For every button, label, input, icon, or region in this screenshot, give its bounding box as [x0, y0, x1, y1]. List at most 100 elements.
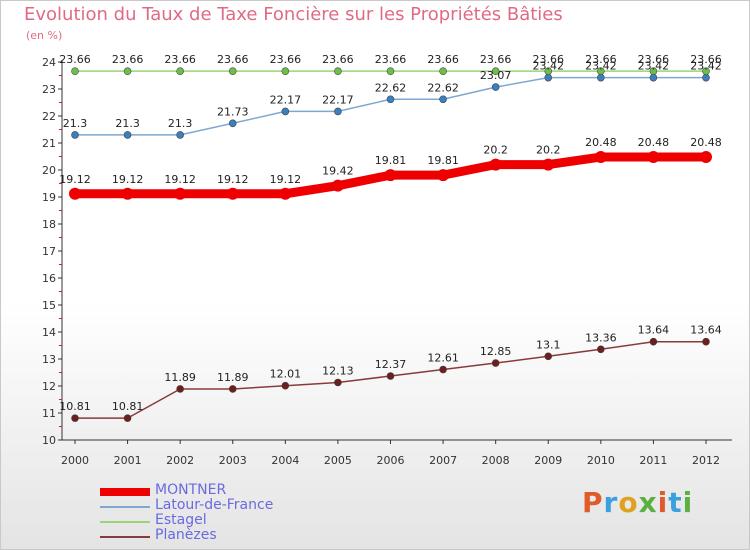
data-label-latour-de-france: 22.62: [427, 81, 459, 94]
data-label-montner: 19.81: [375, 154, 407, 167]
data-point-planezes: [439, 365, 447, 374]
data-label-estagel: 23.66: [690, 53, 722, 66]
logo-letter: t: [668, 486, 683, 519]
data-label-estagel: 23.66: [59, 53, 91, 66]
logo-letter: o: [618, 486, 639, 519]
data-point-latour-de-france: [386, 95, 395, 104]
x-tick-label: 2004: [271, 454, 299, 467]
unit-label: (en %): [26, 29, 63, 42]
y-tick-label: 16: [42, 272, 56, 285]
data-label-montner: 20.2: [536, 144, 561, 157]
x-tick-label: 2011: [639, 454, 667, 467]
data-point-estagel: [439, 67, 447, 75]
data-point-estagel: [386, 67, 395, 75]
data-label-montner: 20.48: [585, 136, 617, 149]
data-label-estagel: 23.66: [270, 53, 302, 66]
data-label-montner: 19.12: [59, 173, 91, 186]
data-label-planezes: 12.01: [270, 368, 302, 381]
y-tick-label: 11: [42, 407, 56, 420]
data-label-montner: 19.12: [270, 173, 302, 186]
data-label-estagel: 23.66: [533, 53, 565, 66]
data-label-planezes: 12.37: [375, 358, 407, 371]
legend-label: Estagel: [155, 512, 207, 528]
data-point-montner: [489, 158, 502, 171]
data-label-estagel: 23.66: [112, 53, 144, 66]
data-point-latour-de-france: [649, 73, 658, 82]
data-point-montner: [594, 151, 607, 164]
data-label-latour-de-france: 21.3: [115, 117, 140, 130]
logo-letter: x: [638, 486, 658, 519]
data-point-estagel: [281, 67, 290, 75]
x-tick-label: 2003: [219, 454, 247, 467]
series-group: [69, 67, 712, 422]
legend-swatch: [100, 521, 150, 523]
data-point-planezes: [281, 381, 290, 390]
data-point-latour-de-france: [176, 131, 184, 139]
legend-label: Latour-de-France: [155, 497, 274, 513]
data-label-planezes: 13.64: [690, 324, 722, 337]
legend-swatch: [100, 536, 150, 538]
data-label-latour-de-france: 22.62: [375, 81, 407, 94]
data-label-latour-de-france: 21.3: [168, 117, 193, 130]
data-label-latour-de-france: 22.17: [270, 93, 302, 106]
data-point-latour-de-france: [334, 107, 342, 116]
data-point-estagel: [71, 67, 79, 75]
data-point-planezes: [544, 352, 553, 361]
data-label-planezes: 13.64: [638, 324, 670, 337]
logo-letter: i: [682, 486, 694, 519]
data-point-planezes: [71, 414, 79, 422]
data-point-latour-de-france: [281, 107, 290, 116]
y-tick-label: 15: [42, 299, 56, 312]
data-point-montner: [384, 169, 397, 182]
data-point-estagel: [702, 67, 710, 75]
data-point-planezes: [702, 337, 710, 346]
axes: 10 11 12 13 14 15 16 17 18 19 20 21 22 23 24 2000 2001 20…: [42, 56, 732, 467]
data-labels: 19.12 19.12 19.12 19.12 19.12 19.42 19.81 19.81…: [59, 53, 722, 413]
data-point-estagel: [123, 67, 132, 75]
x-tick-label: 2008: [482, 454, 510, 467]
data-point-estagel: [649, 67, 658, 75]
data-point-montner: [700, 151, 712, 164]
data-label-estagel: 23.66: [480, 53, 512, 66]
data-point-planezes: [597, 345, 605, 354]
data-point-montner: [69, 187, 81, 200]
x-tick-label: 2010: [587, 454, 615, 467]
legend-label: MONTNER: [155, 482, 227, 498]
data-point-planezes: [386, 372, 395, 380]
data-label-latour-de-france: 21.73: [217, 105, 249, 118]
data-point-planezes: [649, 337, 658, 346]
data-point-latour-de-france: [491, 83, 500, 91]
data-point-latour-de-france: [71, 131, 79, 139]
y-tick-label: 21: [42, 137, 56, 150]
y-tick-label: 14: [42, 326, 56, 339]
x-tick-label: 2002: [166, 454, 194, 467]
y-tick-label: 17: [42, 245, 56, 258]
data-label-planezes: 11.89: [217, 371, 249, 384]
data-label-estagel: 23.66: [638, 53, 670, 66]
y-tick-label: 18: [42, 218, 56, 231]
data-label-montner: 19.12: [217, 173, 249, 186]
x-tick-label: 2005: [324, 454, 352, 467]
data-label-latour-de-france: 23.42: [533, 60, 565, 73]
x-tick-label: 2007: [429, 454, 457, 467]
data-point-estagel: [176, 67, 184, 75]
data-label-planezes: 13.36: [585, 331, 617, 344]
x-tick-label: 2001: [114, 454, 142, 467]
data-label-planezes: 10.81: [112, 400, 144, 413]
data-point-planezes: [228, 385, 237, 393]
legend-swatch: [100, 506, 150, 508]
data-label-montner: 19.12: [112, 173, 144, 186]
data-label-montner: 20.2: [483, 144, 508, 157]
x-tick-label: 2012: [692, 454, 720, 467]
data-label-montner: 20.48: [638, 136, 670, 149]
data-label-montner: 19.81: [427, 154, 459, 167]
logo-letter: P: [582, 486, 604, 519]
data-point-montner: [647, 151, 660, 164]
data-label-latour-de-france: 23.42: [585, 60, 617, 73]
y-tick-label: 20: [42, 164, 56, 177]
x-tick-label: 2006: [377, 454, 405, 467]
data-label-planezes: 12.13: [322, 364, 354, 377]
data-point-latour-de-france: [544, 73, 553, 82]
chart-title: Evolution du Taux de Taxe Foncière sur l…: [24, 4, 563, 25]
